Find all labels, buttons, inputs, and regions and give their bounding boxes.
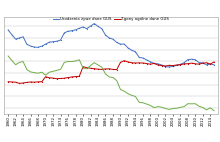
Line: Zgony ogólne dane GUS: Zgony ogólne dane GUS [7, 60, 215, 84]
Zgony ogólne dane GUS [123, 60, 126, 61]
Zgony ogólne dane GUS [172, 65, 174, 66]
Urodzenia żywe dane GUS [138, 57, 141, 58]
Urodzenia żywe dane GUS [172, 65, 174, 67]
Urodzenia żywe dane GUS [213, 64, 215, 66]
Urodzenia żywe dane GUS [93, 23, 95, 24]
Zgony ogólne dane GUS [142, 62, 144, 64]
Line: Urodzenia żywe dane GUS: Urodzenia żywe dane GUS [7, 23, 215, 68]
Urodzenia żywe dane GUS [168, 66, 171, 68]
Urodzenia żywe dane GUS [127, 47, 129, 49]
Zgony ogólne dane GUS [7, 81, 9, 83]
Zgony ogólne dane GUS [11, 81, 13, 83]
Urodzenia żywe dane GUS [11, 34, 13, 36]
Urodzenia żywe dane GUS [82, 26, 84, 28]
Zgony ogólne dane GUS [213, 61, 215, 63]
Zgony ogólne dane GUS [18, 83, 21, 84]
Zgony ogólne dane GUS [85, 67, 88, 68]
Urodzenia żywe dane GUS [7, 29, 9, 31]
Zgony ogólne dane GUS [130, 62, 133, 64]
Urodzenia żywe dane GUS [145, 59, 148, 61]
Zgony ogólne dane GUS [149, 63, 152, 65]
Legend: Urodzenia żywe dane GUS, Zgony ogólne dane GUS: Urodzenia żywe dane GUS, Zgony ogólne da… [52, 17, 170, 22]
